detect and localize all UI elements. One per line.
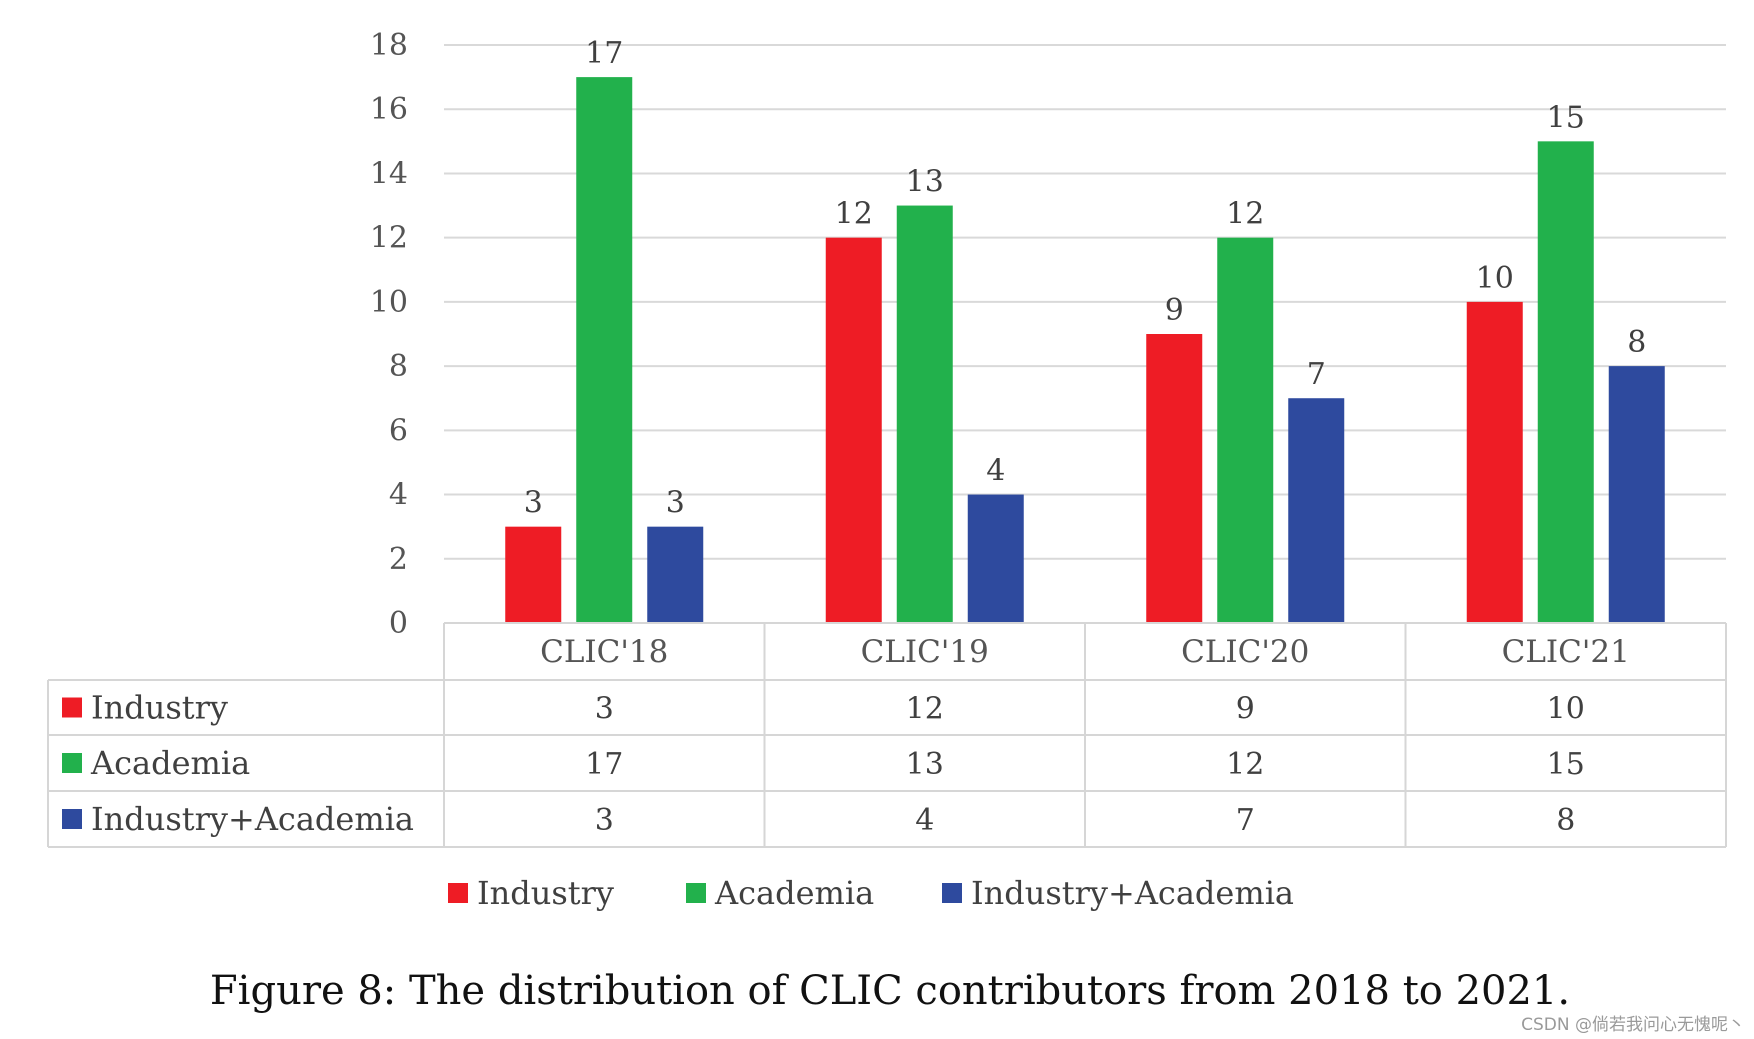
table-legend-key-0 <box>62 697 82 718</box>
legend-label-2: Industry+Academia <box>971 874 1294 912</box>
figure-caption: Figure 8: The distribution of CLIC contr… <box>210 968 1570 1014</box>
bar-academia-2 <box>1217 237 1274 623</box>
table-cell-2-1: 4 <box>915 803 934 838</box>
y-tick-label-6: 6 <box>389 413 408 448</box>
table-cell-2-2: 7 <box>1236 803 1255 838</box>
data-label-2-1: 4 <box>986 454 1005 489</box>
bar-industry-3 <box>1466 301 1523 623</box>
y-axis-ticks: 0 2 4 6 8 10 12 14 16 18 <box>370 28 408 641</box>
bar-industry-1 <box>825 237 882 623</box>
bar-industry-academia-2 <box>1288 398 1345 623</box>
y-tick-label-16: 16 <box>370 92 408 127</box>
data-table: CLIC'18 CLIC'19 CLIC'20 CLIC'21 Industry 3 12 9… <box>47 622 1727 848</box>
bar-industry-academia-1 <box>967 494 1024 623</box>
table-legend-key-2 <box>62 809 82 829</box>
legend-key-2 <box>942 883 962 903</box>
data-label-2-2: 7 <box>1307 357 1326 392</box>
y-tick-label-18: 18 <box>370 28 408 63</box>
category-label-0: CLIC'18 <box>540 634 668 670</box>
y-tick-label-0: 0 <box>389 606 408 641</box>
legend: Industry Academia Industry+Academia <box>448 874 1294 912</box>
bar-academia-0 <box>576 77 633 624</box>
data-label-1-1: 13 <box>906 165 944 200</box>
table-cell-2-3: 8 <box>1556 803 1575 838</box>
table-cell-0-3: 10 <box>1547 692 1585 727</box>
table-cell-0-2: 9 <box>1236 692 1255 727</box>
data-label-2-3: 8 <box>1627 325 1646 360</box>
legend-label-1: Academia <box>714 874 874 912</box>
data-label-1-3: 15 <box>1547 100 1585 135</box>
data-labels: 3 17 3 12 13 4 9 12 7 10 15 8 <box>524 36 1647 521</box>
data-label-0-2: 9 <box>1165 293 1184 328</box>
table-row-label-2: Industry+Academia <box>91 800 414 838</box>
legend-key-1 <box>686 883 706 903</box>
legend-label-0: Industry <box>477 874 614 912</box>
data-label-1-0: 17 <box>585 36 623 71</box>
table-cell-1-1: 13 <box>906 747 944 782</box>
data-label-0-1: 12 <box>835 197 873 232</box>
y-tick-label-10: 10 <box>370 285 408 320</box>
y-tick-label-14: 14 <box>370 156 408 191</box>
data-label-0-3: 10 <box>1476 261 1514 296</box>
y-tick-label-4: 4 <box>389 478 408 513</box>
data-label-2-0: 3 <box>666 486 685 521</box>
data-label-0-0: 3 <box>524 486 543 521</box>
table-cell-1-2: 12 <box>1226 747 1264 782</box>
table-cell-0-1: 12 <box>906 692 944 727</box>
table-row-label-0: Industry <box>91 689 228 727</box>
category-label-1: CLIC'19 <box>861 634 989 670</box>
category-label-3: CLIC'21 <box>1502 634 1630 670</box>
y-tick-label-8: 8 <box>389 349 408 384</box>
bar-industry-academia-0 <box>647 526 704 623</box>
table-row-label-1: Academia <box>90 744 250 782</box>
bar-academia-1 <box>896 205 953 624</box>
bar-academia-3 <box>1537 141 1594 624</box>
table-legend-key-1 <box>62 753 82 773</box>
category-label-2: CLIC'20 <box>1181 634 1309 670</box>
table-cell-2-0: 3 <box>595 803 614 838</box>
bar-industry-2 <box>1146 334 1203 623</box>
bar-industry-academia-3 <box>1608 366 1665 623</box>
table-cell-1-0: 17 <box>585 747 623 782</box>
gridlines <box>444 44 1726 560</box>
y-tick-label-12: 12 <box>370 221 408 256</box>
legend-key-0 <box>448 883 468 903</box>
bar-industry-0 <box>505 526 562 623</box>
y-tick-label-2: 2 <box>389 542 408 577</box>
watermark: CSDN @倘若我问心无愧呢丶 <box>1521 1015 1745 1035</box>
table-cell-0-0: 3 <box>595 692 614 727</box>
data-label-1-2: 12 <box>1226 197 1264 232</box>
bars <box>505 77 1665 624</box>
table-cell-1-3: 15 <box>1547 747 1585 782</box>
